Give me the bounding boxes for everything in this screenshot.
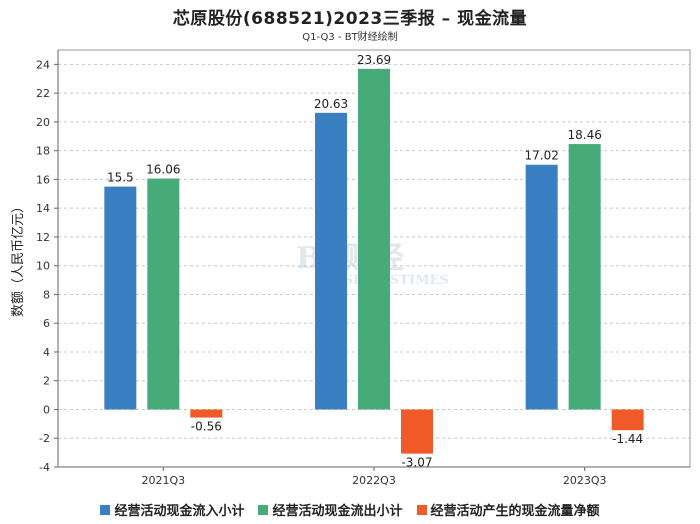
- data-label: -0.56: [191, 420, 222, 434]
- y-tick-label: 6: [43, 317, 50, 330]
- chart-title: 芯原股份(688521)2023三季报 – 现金流量: [172, 9, 528, 29]
- bar: [315, 112, 347, 410]
- legend-item: 经营活动产生的现金流量净额: [416, 500, 600, 519]
- data-label: 17.02: [524, 149, 558, 163]
- legend: 经营活动现金流入小计 经营活动现金流出小计 经营活动产生的现金流量净额: [0, 500, 700, 519]
- bar: [104, 186, 137, 410]
- bar: [401, 409, 433, 454]
- data-label: 15.5: [107, 171, 134, 185]
- y-tick-label: 10: [36, 260, 50, 273]
- data-label: 23.69: [357, 53, 391, 67]
- y-tick-label: 0: [43, 403, 50, 416]
- legend-item: 经营活动现金流出小计: [258, 500, 403, 519]
- x-tick-label: 2021Q3: [142, 474, 186, 487]
- y-tick-label: 18: [36, 145, 50, 158]
- y-tick-label: 16: [36, 173, 50, 186]
- chart-subtitle: Q1-Q3 - BT财经绘制: [302, 32, 398, 43]
- y-axis-label: 数额（人民币亿元）: [11, 200, 26, 317]
- x-tick-label: 2022Q3: [352, 474, 396, 487]
- y-tick-label: 22: [36, 87, 50, 100]
- data-label: -3.07: [401, 456, 432, 470]
- bar: [611, 409, 644, 431]
- y-tick-label: -2: [39, 432, 50, 445]
- axes-group: -4-2024681012141618202224数额（人民币亿元）2021Q3…: [11, 50, 690, 487]
- y-tick-label: 14: [36, 202, 50, 215]
- cash-flow-chart: BT财经 BUSINESSTIMES 15.516.06-0.5620.6323…: [11, 49, 691, 487]
- bar: [568, 144, 601, 410]
- bar: [190, 409, 223, 418]
- bars-group: 15.5 16.06 -0.56 20.63 23.69 -3.07 17.02 18.46 -…: [104, 53, 644, 470]
- legend-swatch: [258, 504, 269, 515]
- data-label: 20.63: [314, 97, 348, 111]
- y-tick-label: 8: [43, 288, 50, 301]
- data-label: 18.46: [567, 128, 601, 142]
- legend-swatch: [100, 504, 111, 515]
- legend-swatch: [416, 504, 427, 515]
- data-label: -1.44: [612, 432, 643, 446]
- x-tick-label: 2023Q3: [563, 474, 607, 487]
- legend-label: 经营活动现金流出小计: [272, 504, 403, 519]
- bar: [525, 164, 558, 410]
- y-tick-label: 4: [43, 346, 50, 359]
- legend-label: 经营活动产生的现金流量净额: [430, 504, 600, 519]
- bar: [147, 178, 180, 410]
- bar: [358, 68, 390, 410]
- y-tick-label: 20: [36, 116, 50, 129]
- data-label: 16.06: [146, 163, 180, 177]
- legend-item: 经营活动现金流入小计: [100, 500, 244, 519]
- legend-label: 经营活动现金流入小计: [114, 504, 245, 519]
- y-tick-label: -4: [39, 461, 50, 474]
- y-tick-label: 12: [36, 231, 50, 244]
- y-tick-label: 2: [43, 375, 50, 388]
- y-tick-label: 24: [36, 58, 50, 71]
